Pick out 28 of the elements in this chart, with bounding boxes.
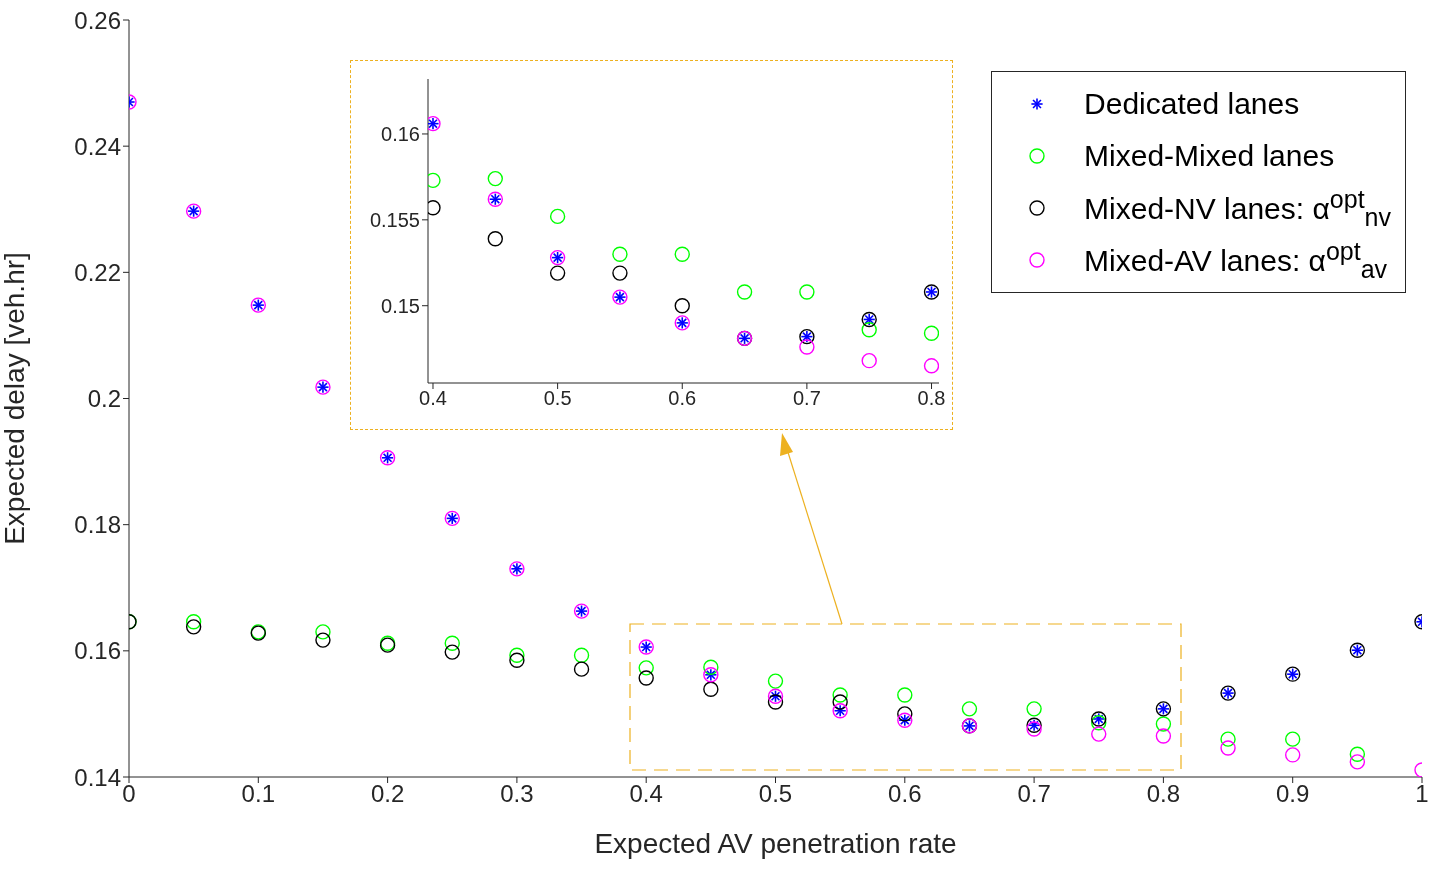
x-tick-label: 0.5 xyxy=(758,780,793,808)
x-axis-title: Expected AV penetration rate xyxy=(594,828,957,859)
x-tick-label: 0.8 xyxy=(1146,780,1181,808)
y-tick-label: 0.155 xyxy=(369,208,420,231)
x-tick-label: 0.7 xyxy=(792,387,821,410)
y-tick-label: 0.26 xyxy=(74,6,121,34)
x-tick-label: 0.4 xyxy=(419,387,447,410)
y-tick-label: 0.24 xyxy=(74,132,121,160)
y-tick-label: 0.18 xyxy=(74,511,121,539)
y-tick-label: 0.16 xyxy=(74,637,121,665)
y-tick-label: 0.14 xyxy=(74,763,121,791)
x-tick-label: 0.9 xyxy=(1276,780,1310,808)
x-tick-label: 1 xyxy=(1415,780,1429,808)
x-tick-label: 0.8 xyxy=(917,387,946,410)
x-tick-label: 0.7 xyxy=(1017,780,1051,808)
legend-label: Dedicated lanes xyxy=(1084,87,1300,120)
x-tick-label: 0.5 xyxy=(543,387,572,410)
x-tick-label: 0 xyxy=(122,780,136,808)
x-tick-label: 0.6 xyxy=(888,780,922,808)
y-tick-label: 0.16 xyxy=(381,123,420,146)
y-axis-title: Expected delay [veh.hr] xyxy=(0,252,30,545)
x-tick-label: 0.3 xyxy=(500,780,534,808)
x-tick-label: 0.6 xyxy=(668,387,697,410)
y-tick-label: 0.22 xyxy=(74,258,121,286)
x-tick-label: 0.1 xyxy=(241,780,275,808)
x-tick-label: 0.4 xyxy=(629,780,663,808)
y-tick-label: 0.15 xyxy=(381,294,420,317)
legend-label: Mixed-Mixed lanes xyxy=(1084,139,1335,172)
